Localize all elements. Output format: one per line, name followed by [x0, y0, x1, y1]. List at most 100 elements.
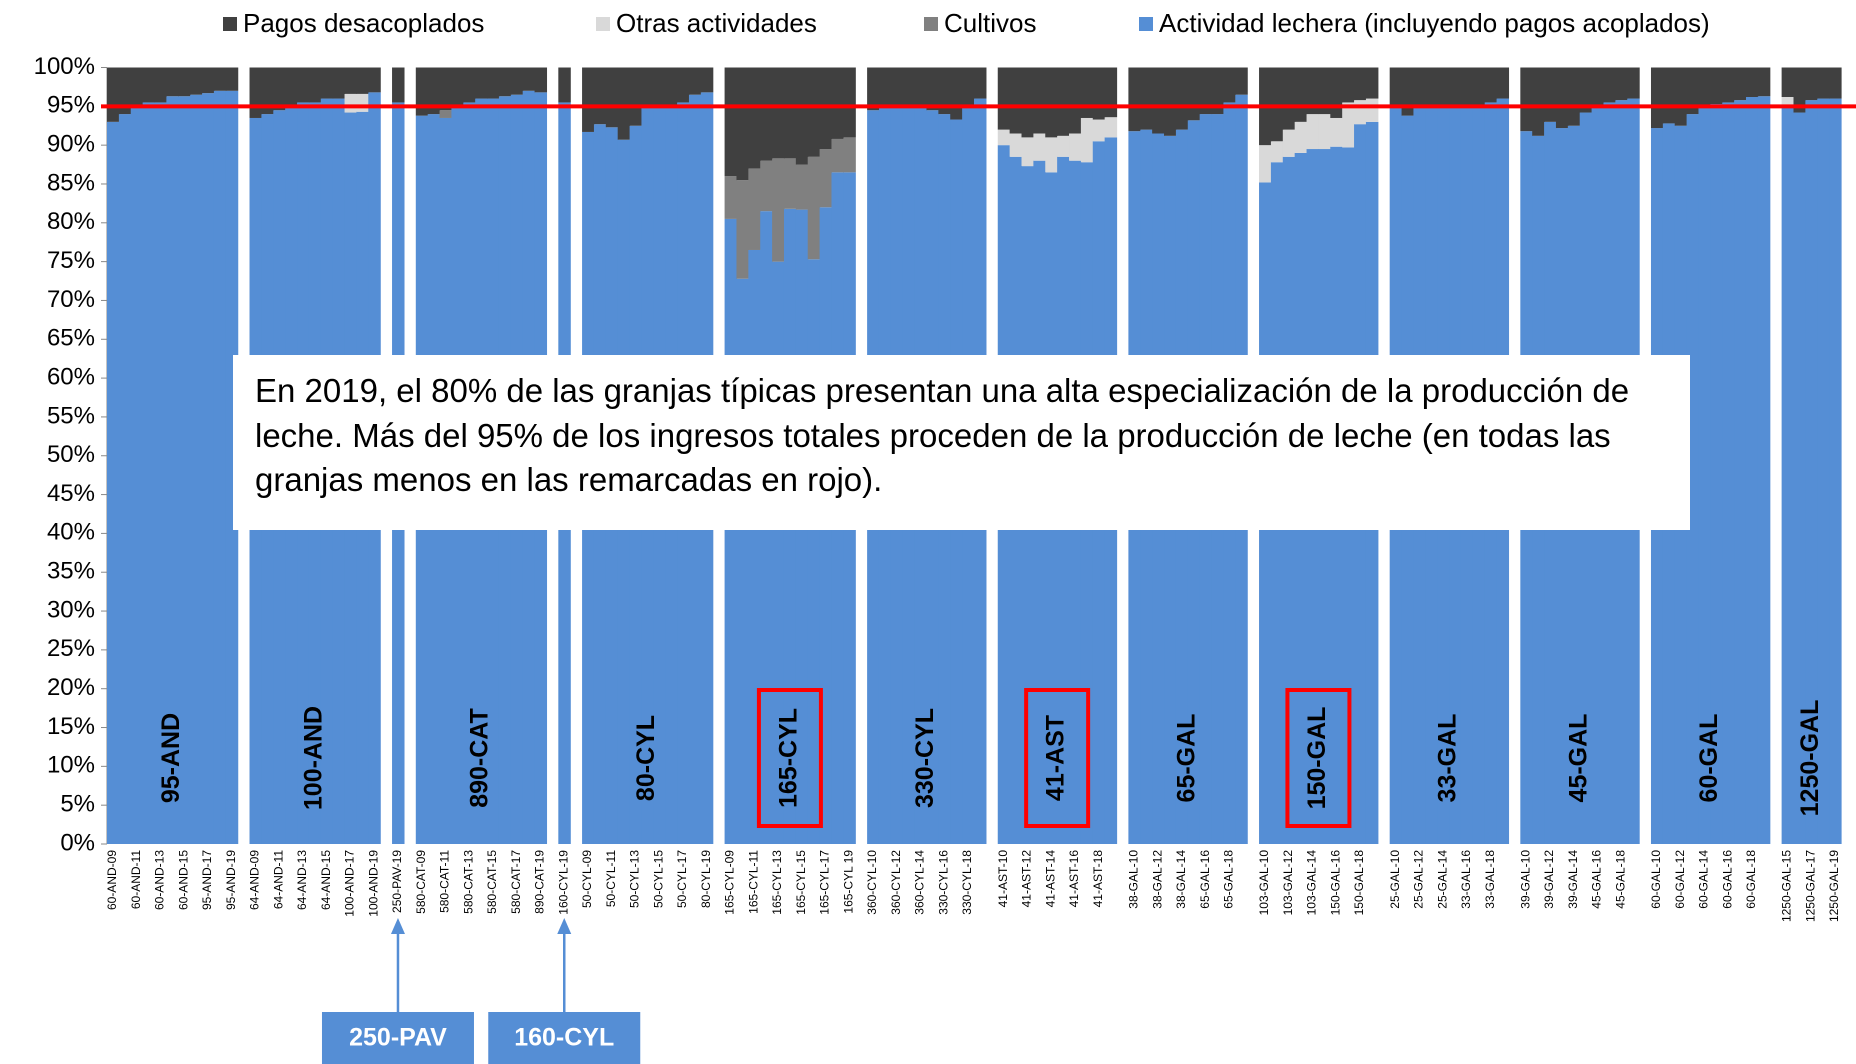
- bar-segment: [1270, 141, 1284, 163]
- bar-segment: [1330, 67, 1343, 118]
- bar-segment: [1199, 67, 1213, 115]
- bar-segment: [1603, 67, 1616, 103]
- bar-segment: [213, 90, 227, 845]
- bar-segment: [736, 67, 749, 181]
- bar-segment: [878, 67, 892, 107]
- bar-segment: [1449, 67, 1462, 107]
- bar-segment: [1187, 67, 1201, 121]
- y-tick-label: 25%: [47, 635, 95, 662]
- bar-segment: [1829, 98, 1842, 844]
- bar-segment: [1745, 67, 1759, 98]
- x-tick-label: 580-CAT-15: [485, 850, 499, 914]
- bar-segment: [1734, 67, 1747, 101]
- bar-segment: [760, 160, 773, 212]
- bar-segment: [308, 67, 322, 103]
- bar-segment: [724, 176, 738, 219]
- y-tick-label: 5%: [60, 791, 95, 818]
- bar-segment: [1057, 67, 1070, 136]
- x-tick-label: 65-GAL-16: [1198, 850, 1212, 909]
- bar-segment: [1354, 100, 1367, 125]
- x-tick-label: 45-GAL-16: [1590, 850, 1604, 909]
- bar-segment: [118, 67, 132, 115]
- legend-label: Pagos desacoplados: [243, 8, 484, 38]
- x-tick-label: 50-CYL-15: [651, 850, 665, 908]
- x-tick-label: 1250-GAL-19: [1827, 850, 1841, 922]
- x-tick-label: 50-CYL-13: [628, 850, 642, 908]
- x-tick-label: 60-GAL-18: [1744, 850, 1758, 909]
- x-tick-label: 64-AND-11: [271, 850, 285, 909]
- bar-segment: [1805, 100, 1818, 845]
- bar-segment: [498, 67, 512, 97]
- x-tick-label: 330-CYL-18: [960, 850, 974, 915]
- bar-segment: [225, 67, 239, 91]
- bar-segment: [1259, 145, 1272, 183]
- bar-segment: [1698, 104, 1711, 845]
- bar-segment: [1069, 67, 1082, 134]
- bar-segment: [807, 67, 821, 157]
- bar-segment: [1235, 67, 1248, 95]
- bar-segment: [356, 67, 369, 94]
- bar-segment: [783, 67, 797, 159]
- bar-segment: [1817, 98, 1830, 844]
- legend-swatch: [223, 17, 237, 31]
- x-tick-label: 39-GAL-14: [1566, 850, 1580, 909]
- bar-segment: [902, 67, 916, 105]
- y-tick-label: 40%: [47, 519, 95, 546]
- x-tick-label: 1250-GAL-15: [1780, 850, 1794, 922]
- bar-segment: [1306, 114, 1320, 150]
- bar-segment: [439, 67, 453, 111]
- bar-segment: [190, 94, 203, 845]
- bar-segment: [1021, 137, 1034, 167]
- x-tick-label: 360-CYL-14: [913, 850, 927, 915]
- x-tick-label: 250-PAV-19: [390, 850, 404, 913]
- bar-segment: [1223, 67, 1236, 103]
- bar-segment: [1318, 114, 1331, 150]
- bar-segment: [178, 96, 191, 845]
- x-tick-label: 165-CYL-09: [723, 850, 737, 915]
- bar-segment: [1674, 67, 1688, 126]
- bar-segment: [772, 67, 785, 159]
- x-tick-label: 33-GAL-18: [1483, 850, 1497, 909]
- bar-segment: [356, 93, 369, 112]
- bar-segment: [677, 67, 690, 103]
- callout-label: 160-CYL: [514, 1024, 614, 1052]
- x-tick-label: 580-CAT-11: [438, 850, 452, 913]
- bar-segment: [487, 67, 500, 99]
- bar-segment: [1722, 67, 1735, 103]
- bar-segment: [760, 67, 773, 161]
- bar-segment: [1294, 121, 1308, 153]
- x-tick-label: 41-AST-12: [1020, 850, 1034, 908]
- bar-segment: [1389, 67, 1403, 107]
- x-tick-label: 330-CYL-16: [936, 850, 950, 915]
- bar-segment: [890, 67, 904, 107]
- bar-segment: [1069, 133, 1082, 161]
- y-tick-label: 55%: [47, 402, 95, 429]
- x-tick-label: 165-CYL 19: [841, 850, 855, 914]
- bar-segment: [688, 67, 702, 95]
- highlight-box: [1285, 688, 1352, 828]
- group-label: 80-CYL: [632, 715, 660, 801]
- bar-segment: [843, 137, 856, 173]
- x-tick-label: 60-AND-11: [129, 850, 143, 909]
- x-tick-label: 50-CYL-11: [604, 850, 618, 907]
- bar-segment: [225, 90, 239, 845]
- bar-segment: [534, 67, 548, 93]
- y-tick-label: 75%: [47, 247, 95, 274]
- bar-segment: [320, 67, 334, 99]
- bar-segment: [107, 67, 120, 122]
- x-tick-label: 103-GAL-12: [1281, 850, 1295, 916]
- x-tick-label: 60-GAL-14: [1697, 850, 1711, 909]
- x-tick-label: 360-CYL-12: [889, 850, 903, 915]
- x-tick-label: 38-GAL-14: [1174, 850, 1188, 909]
- x-tick-label: 165-CYL-13: [770, 850, 784, 915]
- bar-segment: [510, 67, 524, 95]
- bar-segment: [1591, 67, 1605, 107]
- highlight-box: [756, 688, 823, 828]
- x-tick-label: 50-CYL-09: [580, 850, 594, 908]
- bar-segment: [332, 67, 346, 99]
- bar-segment: [1650, 67, 1664, 129]
- bar-segment: [1080, 67, 1094, 118]
- bar-segment: [154, 102, 167, 844]
- bar-segment: [748, 67, 761, 169]
- bar-segment: [1104, 67, 1118, 118]
